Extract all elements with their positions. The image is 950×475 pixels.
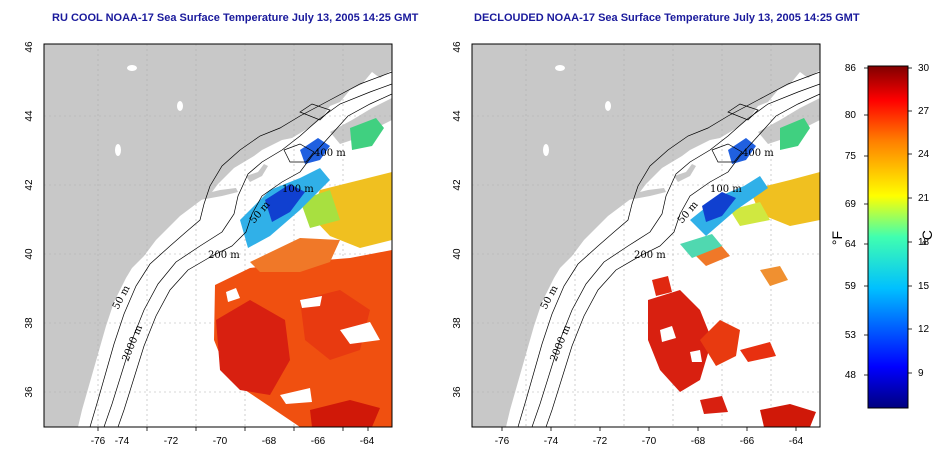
x-tick-label: -74 [544, 436, 559, 447]
x-tick-label: -72 [164, 436, 179, 447]
map-title-left: RU COOL NOAA-17 Sea Surface Temperature … [52, 12, 419, 24]
colorbar-c-tick: 18 [918, 237, 930, 248]
bathymetry-contours [89, 71, 392, 427]
colorbar-c-tick: 21 [918, 193, 930, 204]
x-tick-label: -72 [593, 436, 608, 447]
contour-label: 400 m [314, 148, 346, 159]
colorbar-c-tick: 9 [918, 368, 924, 379]
colorbar-gradient [867, 65, 909, 409]
colorbar-f-tick: 64 [845, 239, 857, 250]
contour-label: 100 m [710, 184, 742, 195]
colorbar-c-tick: 24 [918, 149, 930, 160]
colorbar-f-tick: 69 [845, 199, 857, 210]
colorbar-c-tick: 27 [918, 106, 930, 117]
nova-scotia [758, 98, 820, 144]
x-tick-label: -68 [691, 436, 706, 447]
colorbar-f-tick: 53 [845, 330, 857, 341]
y-axis-left: 46 44 42 40 38 36 [24, 41, 35, 398]
y-tick-label: 36 [24, 386, 35, 398]
colorbar-f-unit: °F [829, 231, 845, 245]
x-axis-right: -76 -74 -72 -70 -68 -66 -64 [495, 427, 804, 447]
x-tick-label: -66 [740, 436, 755, 447]
colorbar: 86 80 75 69 64 59 53 48 30 27 24 21 18 1… [829, 63, 935, 409]
y-tick-label: 40 [452, 248, 463, 260]
bathymetry-contours [517, 71, 820, 427]
nova-scotia [330, 98, 392, 144]
colorbar-f-tick: 75 [845, 151, 857, 162]
colorbar-f-tick: 59 [845, 281, 857, 292]
y-axis-right: 46 44 42 40 38 36 [452, 41, 463, 398]
map-frame-right [471, 43, 821, 428]
y-tick-label: 42 [24, 179, 35, 191]
map-title-right: DECLOUDED NOAA-17 Sea Surface Temperatur… [474, 12, 860, 24]
sst-data-left [214, 118, 392, 427]
map-panel-left: 400 m 100 m 50 m 200 m 50 m 2000 m -76 -… [24, 41, 393, 447]
y-tick-label: 42 [452, 179, 463, 191]
contour-label: 200 m [208, 250, 240, 261]
land-mass [44, 44, 392, 427]
map-frame-left [43, 43, 393, 428]
x-tick-label: -64 [789, 436, 804, 447]
x-tick-label: -64 [360, 436, 375, 447]
x-tick-label: -74 [115, 436, 130, 447]
y-tick-label: 36 [452, 386, 463, 398]
y-tick-label: 44 [24, 110, 35, 122]
colorbar-c-tick: 30 [918, 63, 930, 74]
y-tick-label: 38 [24, 317, 35, 329]
colorbar-f-tick: 80 [845, 110, 857, 121]
contour-label: 400 m [742, 148, 774, 159]
x-tick-label: -76 [91, 436, 106, 447]
map-panel-right: 400 m 100 m 50 m 200 m 50 m 2000 m -76 -… [452, 41, 821, 447]
x-tick-label: -70 [642, 436, 657, 447]
x-tick-label: -76 [495, 436, 510, 447]
colorbar-c-tick: 15 [918, 281, 930, 292]
cape-cod [246, 164, 268, 182]
land-mass [472, 44, 820, 427]
y-tick-label: 40 [24, 248, 35, 260]
x-tick-label: -70 [213, 436, 228, 447]
sst-data-right [648, 118, 820, 427]
colorbar-c-tick: 12 [918, 324, 930, 335]
x-axis-left: -76 -74 -72 -70 -68 -66 -64 [91, 427, 375, 447]
y-tick-label: 44 [452, 110, 463, 122]
x-tick-label: -66 [311, 436, 326, 447]
contour-label: 200 m [634, 250, 666, 261]
y-tick-label: 46 [24, 41, 35, 53]
contour-label: 100 m [282, 184, 314, 195]
x-tick-label: -68 [262, 436, 277, 447]
y-tick-label: 46 [452, 41, 463, 53]
colorbar-f-tick: 86 [845, 63, 857, 74]
colorbar-f-tick: 48 [845, 370, 857, 381]
y-tick-label: 38 [452, 317, 463, 329]
colorbar-c-unit: °C [919, 230, 935, 246]
cape-cod [674, 164, 696, 182]
